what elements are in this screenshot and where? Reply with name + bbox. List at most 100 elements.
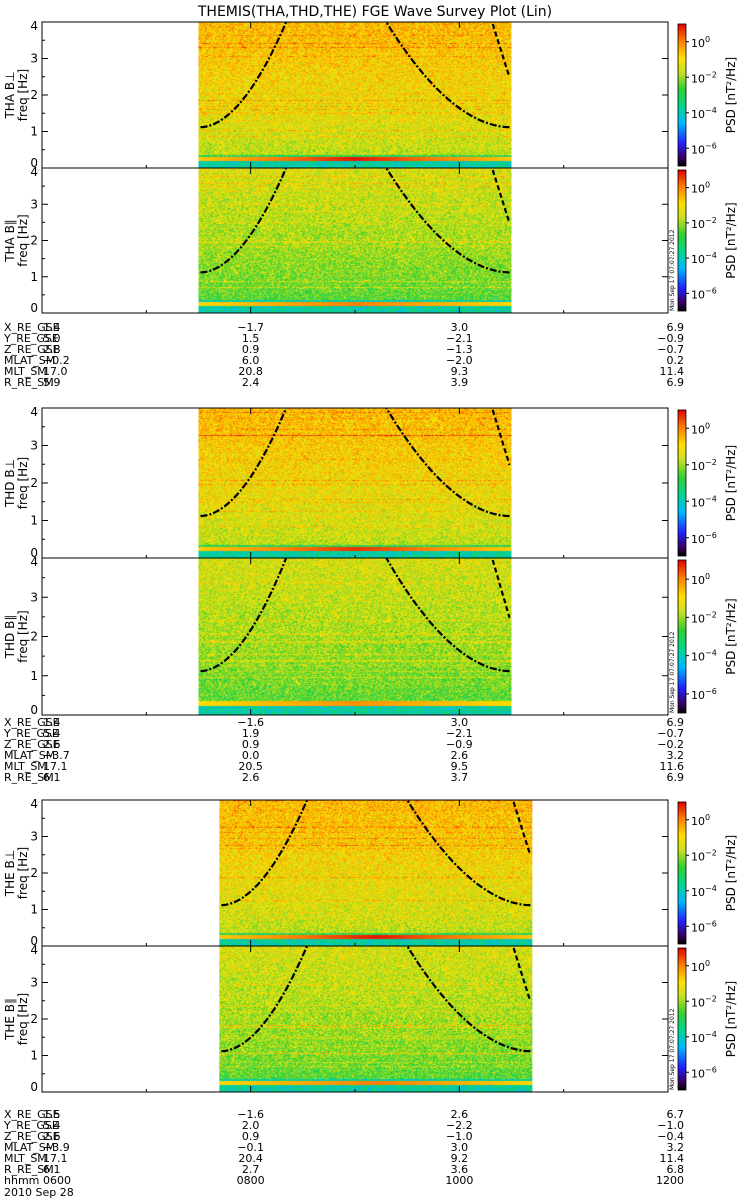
- spectrogram-image: [219, 800, 533, 946]
- ephemeris-value: 9.5: [451, 760, 469, 773]
- timestamp: Mon Sep 17 07:07:27 2012: [669, 1008, 676, 1090]
- colorbar-tick-label: 100: [691, 181, 710, 196]
- ephemeris-value: 0.2: [667, 354, 685, 367]
- ephemeris-value: 6.0: [242, 354, 260, 367]
- y-tick-label: 3: [30, 52, 38, 66]
- ephemeris-row-name: X_RE_GSE: [4, 321, 60, 334]
- spectrogram-image: [219, 946, 533, 1092]
- colorbar-label: PSD [nT²/Hz]: [724, 202, 738, 278]
- ephemeris-value: 2.6: [451, 749, 469, 762]
- y-tick-label: 4: [30, 555, 38, 569]
- panel-label: THA B∥: [3, 219, 17, 263]
- ephemeris-value: 1.4: [43, 716, 61, 729]
- colorbar-label: PSD [nT²/Hz]: [724, 598, 738, 674]
- timestamp: Mon Sep 17 07:07:27 2012: [669, 229, 676, 311]
- ephemeris-value: −1.0: [446, 1130, 473, 1143]
- ephemeris-value: 3.2: [667, 749, 685, 762]
- ephemeris-value: 5.9: [43, 376, 61, 389]
- ephemeris-row-name: MLT_SM: [4, 1152, 47, 1165]
- timestamp: Mon Sep 17 07:07:27 2012: [669, 631, 676, 713]
- ephemeris-value: 1.5: [43, 1108, 61, 1121]
- ephemeris-value: 6.9: [667, 321, 685, 334]
- date-label: 2010 Sep 28: [4, 1186, 74, 1199]
- y-tick-label: 2: [30, 866, 38, 880]
- spectrogram-image: [198, 408, 512, 558]
- x-tick-label: 1200: [656, 1174, 684, 1187]
- panel-label: THE B∥: [3, 998, 17, 1041]
- y-tick-label: 1: [30, 125, 38, 139]
- ephemeris-value: −0.9: [657, 332, 684, 345]
- spectrogram-panel: 0 1 2 3 4 THE B⊥ freq [Hz] 100 10−2 10−4 10−6 PSD […: [3, 797, 738, 948]
- colorbar-tick-label: 100: [691, 813, 710, 828]
- colorbar-label: PSD [nT²/Hz]: [724, 445, 738, 521]
- ephemeris-value: −0.2: [657, 738, 684, 751]
- ephemeris-value: 17.1: [43, 1152, 68, 1165]
- ephemeris-value: −3.9: [43, 1141, 70, 1154]
- colorbar: [677, 947, 687, 1091]
- colorbar-tick-label: 100: [691, 421, 710, 436]
- ephemeris-value: 17.0: [43, 365, 68, 378]
- ephemeris-value: 5.4: [43, 727, 61, 740]
- cyclotron-curve-end: [491, 559, 511, 618]
- y-axis-label: freq [Hz]: [16, 457, 30, 509]
- time-axis-labels: hhmm 0600 0800 1000 1200 2010 Sep 28: [4, 1174, 684, 1199]
- y-tick-label: 0: [30, 934, 38, 948]
- ephemeris-value: 6.9: [667, 376, 685, 389]
- cyclotron-curve: [385, 21, 510, 129]
- panel-label: THD B∥: [3, 615, 17, 660]
- ephemeris-value: 2.8: [43, 343, 61, 356]
- ephemeris-value: 0.0: [242, 749, 260, 762]
- ephemeris-row-name: Z_RE_GSE: [4, 1130, 60, 1143]
- ephemeris-value: −0.1: [237, 1141, 264, 1154]
- colorbar-tick-label: 10−4: [691, 884, 717, 899]
- ephemeris-value: 2.7: [242, 1163, 260, 1176]
- ephemeris-value: −0.2: [43, 354, 70, 367]
- ephemeris-value: 17.1: [43, 760, 68, 773]
- spectrogram-panel: 0 1 2 3 4 THE B∥ freq [Hz] 100 10−2 10−4 10−6 PSD […: [3, 943, 738, 1094]
- colorbar-tick-label: 10−6: [691, 687, 717, 702]
- ephemeris-value: 2.6: [43, 1130, 61, 1143]
- ephemeris-row-name: R_RE_SM: [4, 771, 54, 784]
- y-tick-label: 0: [30, 703, 38, 717]
- cyclotron-curve: [200, 167, 288, 274]
- colorbar-tick-label: 100: [691, 35, 710, 50]
- cyclotron-curve: [200, 557, 288, 673]
- ephemeris-value: 11.6: [660, 760, 685, 773]
- y-tick-label: 1: [30, 903, 38, 917]
- y-tick-label: 4: [30, 943, 38, 957]
- y-axis-label: freq [Hz]: [16, 993, 30, 1045]
- y-tick-label: 1: [30, 669, 38, 683]
- ephemeris-value: 20.4: [238, 1152, 263, 1165]
- ephemeris-value: −0.7: [657, 343, 684, 356]
- colorbar-tick-label: 10−6: [691, 1065, 717, 1080]
- ephemeris-value: 11.4: [660, 1152, 685, 1165]
- ephemeris-value: 1.5: [242, 332, 260, 345]
- cyclotron-curve-end: [512, 801, 532, 856]
- panel-label: THA B⊥: [3, 71, 17, 119]
- spectrogram-image: [198, 168, 512, 313]
- colorbar-tick-label: 10−2: [691, 458, 717, 473]
- colorbar-tick-label: 10−6: [691, 531, 717, 546]
- colorbar-tick-label: 10−2: [691, 994, 717, 1009]
- ephemeris-value: −2.1: [446, 727, 473, 740]
- colorbar: [677, 801, 687, 945]
- ephemeris-value: −0.4: [657, 1130, 684, 1143]
- ephemeris-value: 3.2: [667, 1141, 685, 1154]
- x-tick-label: 1000: [445, 1174, 473, 1187]
- ephemeris-value: −2.2: [446, 1119, 473, 1132]
- ephemeris-value: 0.9: [242, 1130, 260, 1143]
- ephemeris-value: 3.0: [451, 716, 469, 729]
- ephemeris-value: 6.9: [667, 771, 685, 784]
- cyclotron-curve: [406, 799, 531, 907]
- y-tick-label: 3: [30, 976, 38, 990]
- spectrogram-panel: 0 1 2 3 4 THA B⊥ freq [Hz] 100 10−2 10−4 10−6 PSD […: [3, 19, 738, 170]
- cyclotron-curve-end: [491, 169, 511, 224]
- cyclotron-curve: [385, 407, 510, 518]
- ephemeris-row-name: MLT_SM: [4, 760, 47, 773]
- ephemeris-value: −1.6: [237, 716, 264, 729]
- spectrogram-image: [198, 22, 512, 168]
- ephemeris-value: −1.7: [237, 321, 264, 334]
- y-tick-label: 1: [30, 270, 38, 284]
